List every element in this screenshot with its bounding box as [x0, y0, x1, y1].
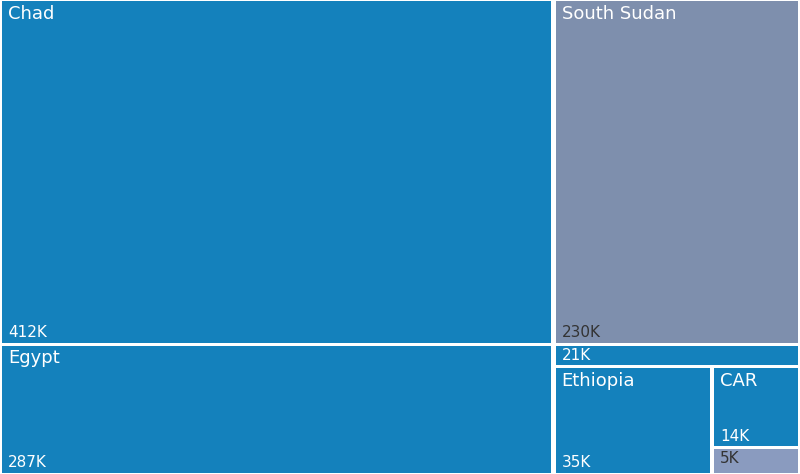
Bar	[556, 1, 798, 343]
Text: 5K: 5K	[720, 451, 740, 466]
Bar	[2, 346, 551, 473]
Text: CAR: CAR	[720, 372, 758, 390]
Text: 21K: 21K	[562, 348, 591, 363]
Bar	[714, 368, 798, 446]
Text: 14K: 14K	[720, 428, 750, 444]
Text: 35K: 35K	[562, 455, 591, 470]
Bar	[714, 449, 798, 473]
Text: Egypt: Egypt	[8, 349, 60, 367]
Text: Ethiopia: Ethiopia	[562, 372, 635, 390]
Text: 287K: 287K	[8, 455, 47, 470]
Bar	[2, 1, 551, 343]
Text: 230K: 230K	[562, 325, 601, 340]
Text: Chad: Chad	[8, 5, 54, 23]
Bar	[556, 346, 798, 365]
Text: South Sudan: South Sudan	[562, 5, 676, 23]
Text: 412K: 412K	[8, 325, 47, 340]
Bar	[556, 368, 710, 473]
